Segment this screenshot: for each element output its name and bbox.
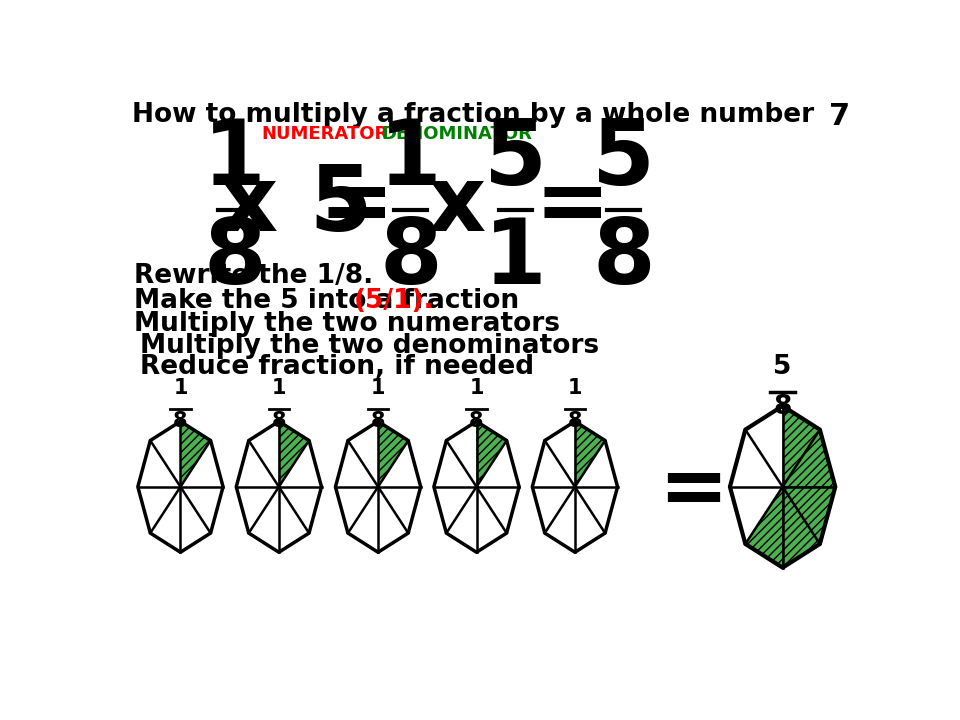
Polygon shape [782,430,835,487]
Polygon shape [782,487,820,567]
Text: 1: 1 [379,116,442,204]
Text: DENOMINATOR: DENOMINATOR [382,125,533,143]
Text: Make the 5 into a fraction: Make the 5 into a fraction [134,288,528,314]
Polygon shape [782,487,835,544]
Text: 8: 8 [592,215,655,303]
Text: (5/1).: (5/1). [353,288,434,314]
Text: 7: 7 [828,102,850,131]
Polygon shape [476,421,507,487]
Text: 5: 5 [484,116,546,204]
Text: =: = [534,162,610,250]
Text: Reduce fraction, if needed: Reduce fraction, if needed [140,354,535,380]
Polygon shape [745,487,782,567]
Polygon shape [180,421,210,487]
Text: Multiply the two numerators: Multiply the two numerators [134,311,560,337]
Text: 8: 8 [379,215,442,303]
Polygon shape [278,421,309,487]
Text: 8: 8 [173,410,188,431]
Text: x 5: x 5 [221,162,372,250]
Text: 8: 8 [204,215,266,303]
Text: 5: 5 [592,116,655,204]
Text: 8: 8 [774,394,792,420]
Text: 1: 1 [173,378,188,398]
Text: =: = [659,450,729,531]
Text: 1: 1 [272,378,286,398]
Text: x: x [428,162,487,250]
Text: 1: 1 [484,215,546,303]
Polygon shape [575,421,605,487]
Text: 8: 8 [567,410,582,431]
Polygon shape [378,421,408,487]
Polygon shape [782,406,820,487]
Text: 1: 1 [469,378,484,398]
Text: 8: 8 [371,410,385,431]
Text: Multiply the two denominators: Multiply the two denominators [140,333,599,359]
Text: 1: 1 [371,378,385,398]
Text: 8: 8 [272,410,286,431]
Text: 1: 1 [567,378,582,398]
Text: =: = [319,162,395,250]
Text: 8: 8 [469,410,484,431]
Text: NUMERATOR: NUMERATOR [262,125,389,143]
Text: How to multiply a fraction by a whole number: How to multiply a fraction by a whole nu… [132,102,814,127]
Text: Rewrite the 1/8.: Rewrite the 1/8. [134,264,373,289]
Text: 1: 1 [204,116,266,204]
Text: 5: 5 [774,354,792,379]
